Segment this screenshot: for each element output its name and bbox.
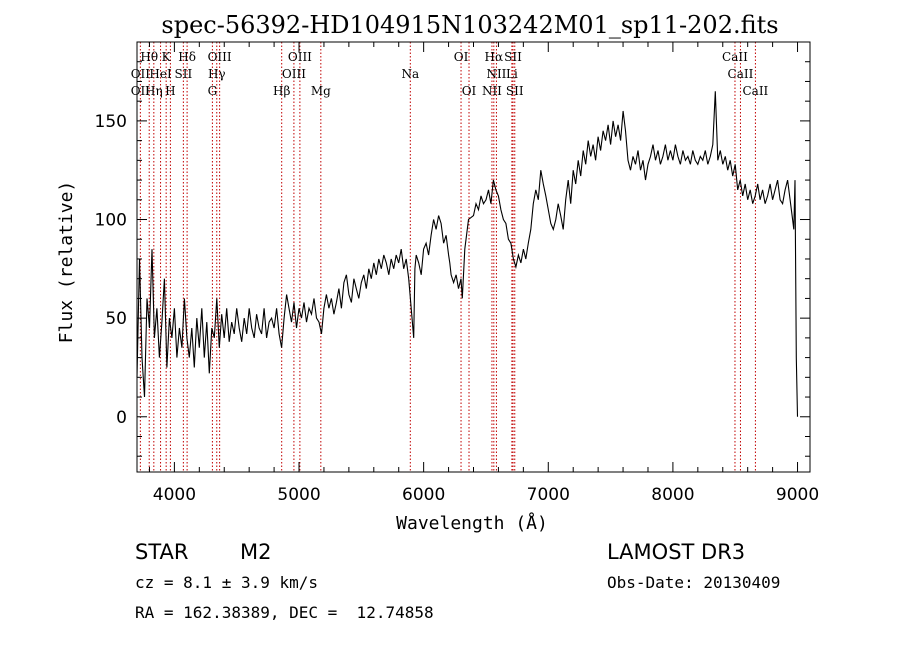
spectral-line-label: CaII <box>728 67 754 81</box>
spectral-line-label: NII <box>482 84 502 98</box>
y-tick-label: 150 <box>95 112 127 132</box>
x-tick-label: 5000 <box>277 485 320 505</box>
spectral-line-label: K <box>162 50 172 64</box>
spectral-line-label: Hδ <box>178 50 196 64</box>
spectral-line-label: OI <box>462 84 477 98</box>
spectral-line-label: Li <box>506 67 518 81</box>
spectrum-line <box>136 91 799 417</box>
x-tick-label: 4000 <box>153 485 196 505</box>
y-tick-label: 0 <box>116 408 127 428</box>
spectral-line-label: Hη <box>145 84 163 98</box>
spectral-line-label: Hβ <box>273 84 290 98</box>
spectral-line-label: OI <box>454 50 469 64</box>
spectral-line-label: Mg <box>311 84 331 98</box>
object-subclass: M2 <box>240 540 272 564</box>
plot-frame <box>136 41 811 473</box>
spectral-line-label: OII <box>131 84 151 98</box>
y-axis-label: Flux (relative) <box>56 181 77 344</box>
spectral-line-label: SII <box>506 84 524 98</box>
spectral-line-markers <box>139 42 756 472</box>
x-tick-label: 7000 <box>527 485 570 505</box>
spectral-line-label: CaII <box>742 84 768 98</box>
coordinates: RA = 162.38389, DEC = 12.74858 <box>135 603 434 622</box>
object-class: STAR <box>135 540 189 564</box>
spectral-line-label: CaII <box>722 50 748 64</box>
spectral-line-label: HeI <box>149 67 172 81</box>
spectral-line-label: SII <box>175 67 193 81</box>
spectral-line-label: G <box>208 84 218 98</box>
x-tick-label: 8000 <box>651 485 694 505</box>
y-tick-label: 100 <box>95 211 127 231</box>
x-tick-label: 6000 <box>402 485 445 505</box>
spectral-line-label: Hα <box>485 50 504 64</box>
spectral-line-label: H <box>165 84 175 98</box>
spectral-line-label: OII <box>131 67 151 81</box>
survey-name: LAMOST DR3 <box>607 540 746 564</box>
observation-date: Obs-Date: 20130409 <box>607 573 781 592</box>
spectral-line-label: NII <box>486 67 506 81</box>
spectral-line-label: Hθ <box>140 50 158 64</box>
y-tick-label: 50 <box>105 309 127 329</box>
spectral-line-label: Hγ <box>208 67 226 81</box>
spectral-line-label: OIII <box>208 50 232 64</box>
chart-title: spec-56392-HD104915N103242M01_sp11-202.f… <box>161 11 778 39</box>
redshift-cz: cz = 8.1 ± 3.9 km/s <box>135 573 319 592</box>
spectral-line-label: SII <box>504 50 522 64</box>
spectral-line-label: OIII <box>288 50 312 64</box>
spectral-line-label: Na <box>401 67 419 81</box>
x-axis-label: Wavelength (Å) <box>396 512 548 534</box>
x-tick-label: 9000 <box>776 485 819 505</box>
spectral-line-label: OIII <box>282 67 306 81</box>
x-axis-ticks: 4000 5000 6000 7000 8000 9000 <box>148 42 819 505</box>
y-axis-ticks: 0 50 100 150 <box>95 61 810 457</box>
